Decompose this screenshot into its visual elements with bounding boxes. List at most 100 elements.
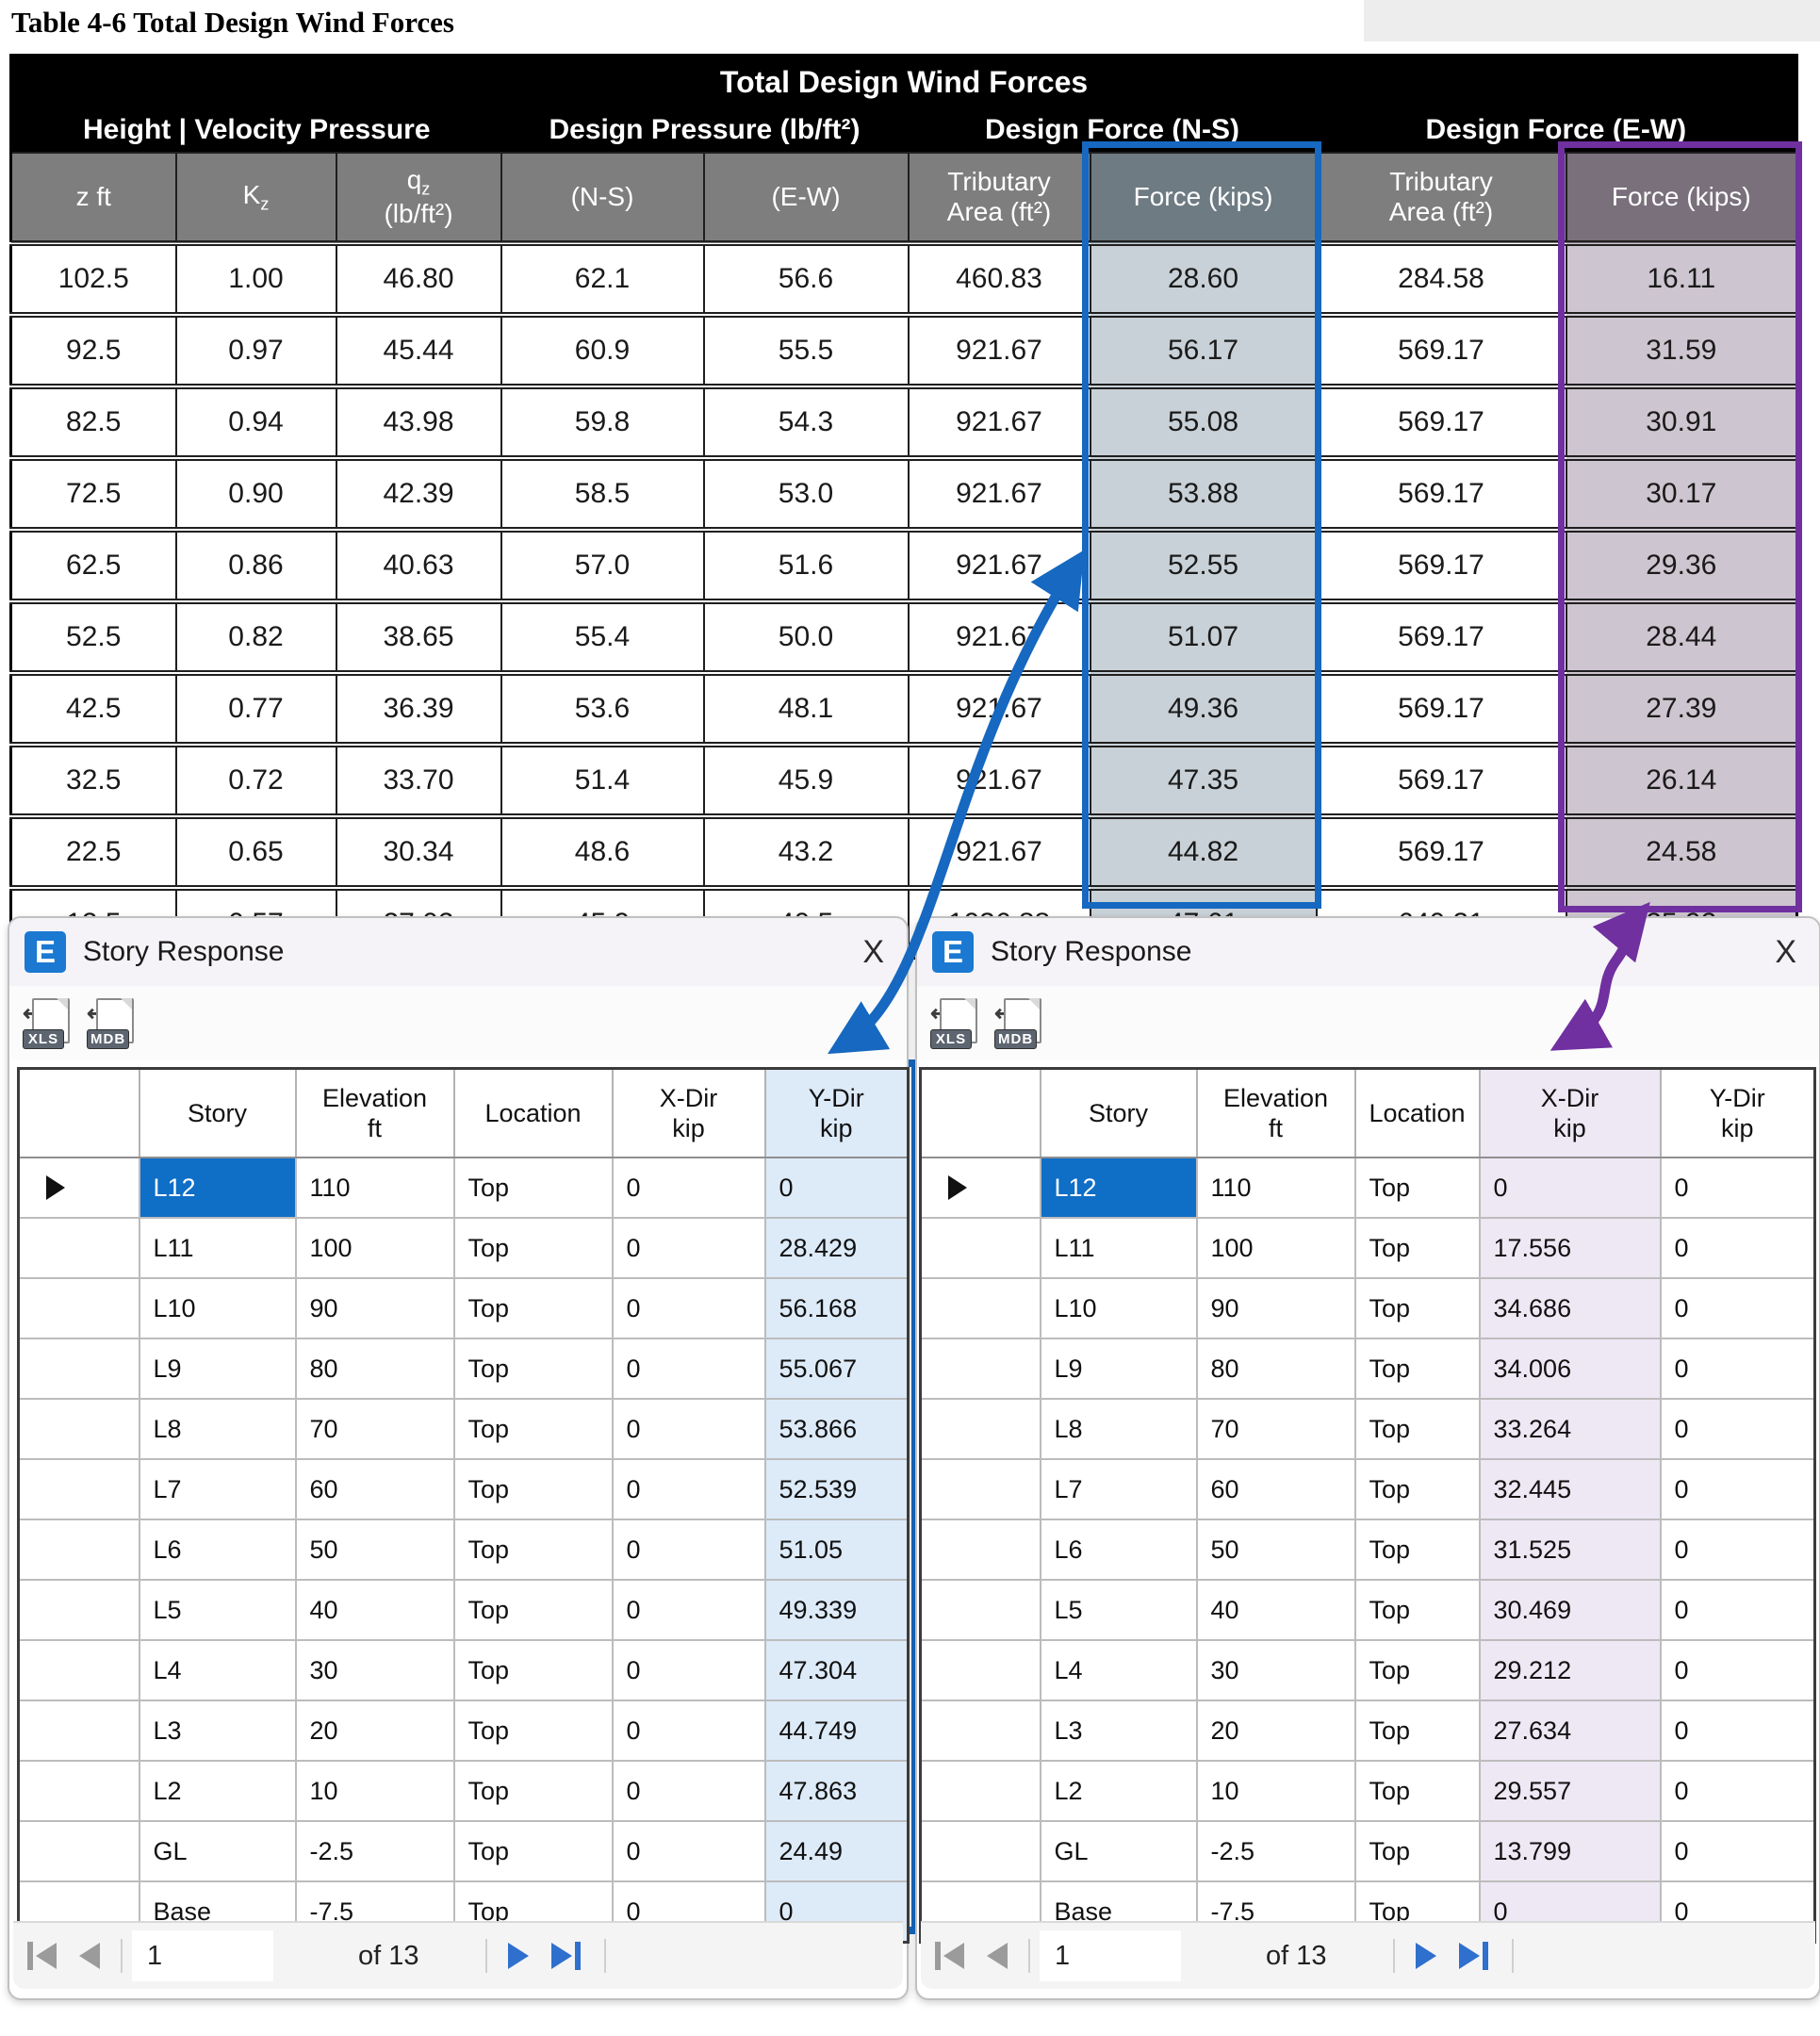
row-selector-cell[interactable] (919, 1458, 1041, 1520)
pager-first-button[interactable] (25, 1942, 57, 1970)
cell-elevation[interactable]: 70 (294, 1398, 455, 1460)
cell-location[interactable]: Top (1353, 1338, 1481, 1400)
cell-location[interactable]: Top (1353, 1277, 1481, 1339)
row-selector-cell[interactable] (919, 1217, 1041, 1279)
cell-story[interactable]: L12 (138, 1157, 297, 1219)
cell-story[interactable]: L7 (138, 1458, 297, 1520)
row-selector-cell[interactable] (17, 1760, 140, 1822)
cell-ydir[interactable]: 0 (1659, 1338, 1816, 1400)
cell-elevation[interactable]: 90 (294, 1277, 455, 1339)
cell-elevation[interactable]: 80 (1195, 1338, 1356, 1400)
cell-elevation[interactable]: 30 (294, 1639, 455, 1701)
cell-ydir[interactable]: 0 (1659, 1157, 1816, 1219)
row-selector-cell[interactable] (919, 1398, 1041, 1460)
pager-first-button[interactable] (932, 1942, 964, 1970)
cell-story[interactable]: L6 (1039, 1519, 1198, 1581)
cell-location[interactable]: Top (1353, 1458, 1481, 1520)
cell-location[interactable]: Top (1353, 1820, 1481, 1882)
grid-row[interactable]: L7 60 Top 32.445 0 (919, 1458, 1816, 1520)
cell-story[interactable]: L4 (138, 1639, 297, 1701)
cell-elevation[interactable]: 110 (1195, 1157, 1356, 1219)
cell-xdir[interactable]: 0 (611, 1458, 766, 1520)
cell-elevation[interactable]: 90 (1195, 1277, 1356, 1339)
export-mdb-button[interactable]: ↵ MDB (994, 996, 1043, 1049)
row-selector-cell[interactable] (919, 1820, 1041, 1882)
cell-ydir[interactable]: 0 (1659, 1217, 1816, 1279)
cell-location[interactable]: Top (452, 1157, 614, 1219)
grid-row[interactable]: L8 70 Top 33.264 0 (919, 1398, 1816, 1460)
close-icon[interactable]: X (862, 934, 884, 970)
title-bar[interactable]: E Story Response X (917, 918, 1819, 986)
cell-ydir[interactable]: 0 (1659, 1699, 1816, 1762)
grid-col-ydir[interactable]: Y-Dir kip (763, 1067, 910, 1158)
row-selector-cell[interactable] (919, 1157, 1041, 1219)
grid-row[interactable]: L8 70 Top 0 53.866 (17, 1398, 910, 1460)
cell-story[interactable]: L3 (138, 1699, 297, 1762)
cell-xdir[interactable]: 0 (611, 1760, 766, 1822)
grid-row[interactable]: L12 110 Top 0 0 (17, 1157, 910, 1219)
cell-location[interactable]: Top (1353, 1699, 1481, 1762)
grid-row[interactable]: L3 20 Top 27.634 0 (919, 1699, 1816, 1762)
cell-xdir[interactable]: 17.556 (1478, 1217, 1662, 1279)
cell-ydir[interactable]: 47.304 (763, 1639, 910, 1701)
cell-story[interactable]: L9 (138, 1338, 297, 1400)
row-selector-cell[interactable] (17, 1338, 140, 1400)
cell-elevation[interactable]: 80 (294, 1338, 455, 1400)
grid-row[interactable]: GL -2.5 Top 13.799 0 (919, 1820, 1816, 1882)
grid-col-elevation[interactable]: Elevation ft (294, 1067, 455, 1158)
grid-row[interactable]: L4 30 Top 0 47.304 (17, 1639, 910, 1701)
cell-xdir[interactable]: 0 (611, 1579, 766, 1641)
cell-elevation[interactable]: 20 (1195, 1699, 1356, 1762)
grid-row[interactable]: L6 50 Top 0 51.05 (17, 1519, 910, 1581)
grid-row[interactable]: L4 30 Top 29.212 0 (919, 1639, 1816, 1701)
row-selector-cell[interactable] (919, 1277, 1041, 1339)
row-selector-cell[interactable] (17, 1579, 140, 1641)
grid-row[interactable]: L10 90 Top 34.686 0 (919, 1277, 1816, 1339)
cell-ydir[interactable]: 0 (1659, 1398, 1816, 1460)
cell-location[interactable]: Top (1353, 1398, 1481, 1460)
cell-ydir[interactable]: 49.339 (763, 1579, 910, 1641)
row-selector-cell[interactable] (919, 1579, 1041, 1641)
cell-story[interactable]: L9 (1039, 1338, 1198, 1400)
close-icon[interactable]: X (1775, 934, 1796, 970)
cell-ydir[interactable]: 0 (1659, 1760, 1816, 1822)
pager-next-button[interactable] (507, 1943, 529, 1969)
grid-row[interactable]: L2 10 Top 29.557 0 (919, 1760, 1816, 1822)
grid-row[interactable]: GL -2.5 Top 0 24.49 (17, 1820, 910, 1882)
cell-xdir[interactable]: 34.006 (1478, 1338, 1662, 1400)
cell-ydir[interactable]: 51.05 (763, 1519, 910, 1581)
cell-story[interactable]: L6 (138, 1519, 297, 1581)
row-selector-cell[interactable] (17, 1639, 140, 1701)
cell-elevation[interactable]: 110 (294, 1157, 455, 1219)
cell-ydir[interactable]: 0 (763, 1157, 910, 1219)
pager-next-button[interactable] (1415, 1943, 1436, 1969)
pager-last-button[interactable] (550, 1942, 583, 1970)
cell-story[interactable]: L8 (1039, 1398, 1198, 1460)
pager-prev-button[interactable] (79, 1943, 100, 1969)
cell-ydir[interactable]: 52.539 (763, 1458, 910, 1520)
cell-location[interactable]: Top (452, 1217, 614, 1279)
cell-ydir[interactable]: 0 (1659, 1458, 1816, 1520)
grid-col-xdir[interactable]: X-Dir kip (1478, 1067, 1662, 1158)
cell-elevation[interactable]: 60 (294, 1458, 455, 1520)
cell-xdir[interactable]: 0 (1478, 1157, 1662, 1219)
cell-xdir[interactable]: 13.799 (1478, 1820, 1662, 1882)
cell-elevation[interactable]: 30 (1195, 1639, 1356, 1701)
export-xls-button[interactable]: ↵ XLS (23, 996, 72, 1049)
page-number-input[interactable]: 1 (132, 1930, 273, 1981)
cell-ydir[interactable]: 0 (1659, 1277, 1816, 1339)
cell-ydir[interactable]: 28.429 (763, 1217, 910, 1279)
export-xls-button[interactable]: ↵ XLS (930, 996, 979, 1049)
cell-ydir[interactable]: 47.863 (763, 1760, 910, 1822)
cell-location[interactable]: Top (1353, 1760, 1481, 1822)
cell-ydir[interactable]: 0 (1659, 1519, 1816, 1581)
cell-ydir[interactable]: 0 (1659, 1639, 1816, 1701)
cell-elevation[interactable]: 60 (1195, 1458, 1356, 1520)
cell-location[interactable]: Top (452, 1579, 614, 1641)
grid-col-location[interactable]: Location (1353, 1067, 1481, 1158)
cell-location[interactable]: Top (452, 1398, 614, 1460)
grid-row[interactable]: L12 110 Top 0 0 (919, 1157, 1816, 1219)
cell-xdir[interactable]: 0 (611, 1820, 766, 1882)
cell-xdir[interactable]: 29.212 (1478, 1639, 1662, 1701)
cell-elevation[interactable]: 50 (1195, 1519, 1356, 1581)
